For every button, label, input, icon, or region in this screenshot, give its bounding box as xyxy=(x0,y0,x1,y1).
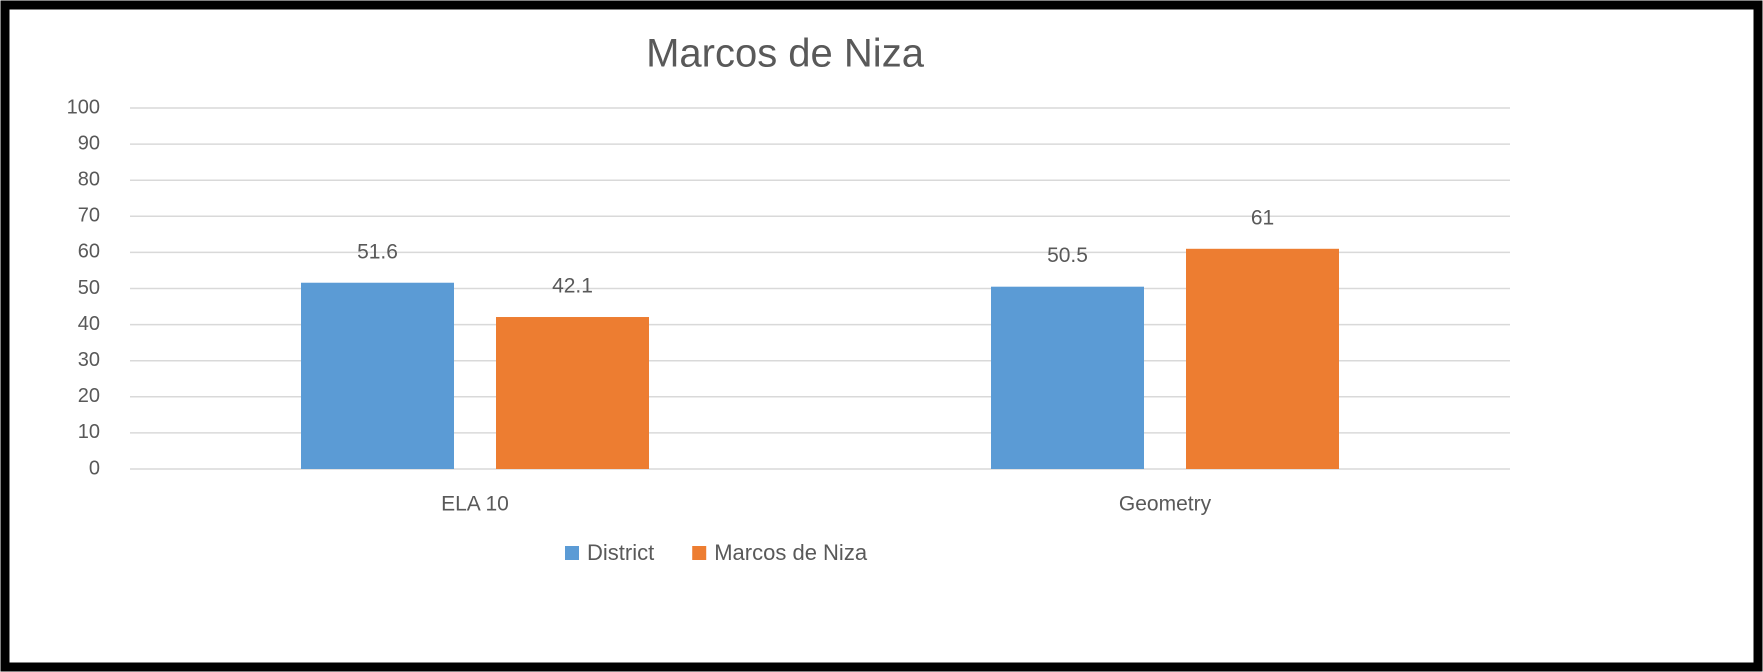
x-tick-label: ELA 10 xyxy=(441,493,509,516)
bar xyxy=(301,282,454,469)
legend-label: Marcos de Niza xyxy=(714,540,868,565)
y-tick-label: 60 xyxy=(78,241,100,263)
y-tick-label: 30 xyxy=(78,349,100,371)
y-tick-label: 100 xyxy=(67,96,100,118)
chart-title: Marcos de Niza xyxy=(646,32,925,76)
legend-swatch xyxy=(692,546,707,560)
legend-label: District xyxy=(587,540,654,565)
data-label: 50.5 xyxy=(1047,244,1088,267)
y-tick-label: 80 xyxy=(78,168,100,190)
x-tick-label: Geometry xyxy=(1119,493,1212,516)
y-tick-label: 0 xyxy=(89,457,100,479)
y-tick-label: 50 xyxy=(78,277,100,299)
legend-swatch xyxy=(565,546,579,560)
y-tick-label: 20 xyxy=(78,385,100,407)
bar xyxy=(991,286,1144,469)
y-tick-label: 70 xyxy=(78,205,100,227)
data-label: 61 xyxy=(1251,206,1274,229)
data-label: 51.6 xyxy=(357,240,398,263)
y-tick-label: 10 xyxy=(78,421,100,443)
y-tick-label: 40 xyxy=(78,313,100,335)
bar xyxy=(496,317,649,469)
data-label: 42.1 xyxy=(552,275,593,298)
bar xyxy=(1186,248,1339,469)
y-tick-label: 90 xyxy=(78,132,100,154)
